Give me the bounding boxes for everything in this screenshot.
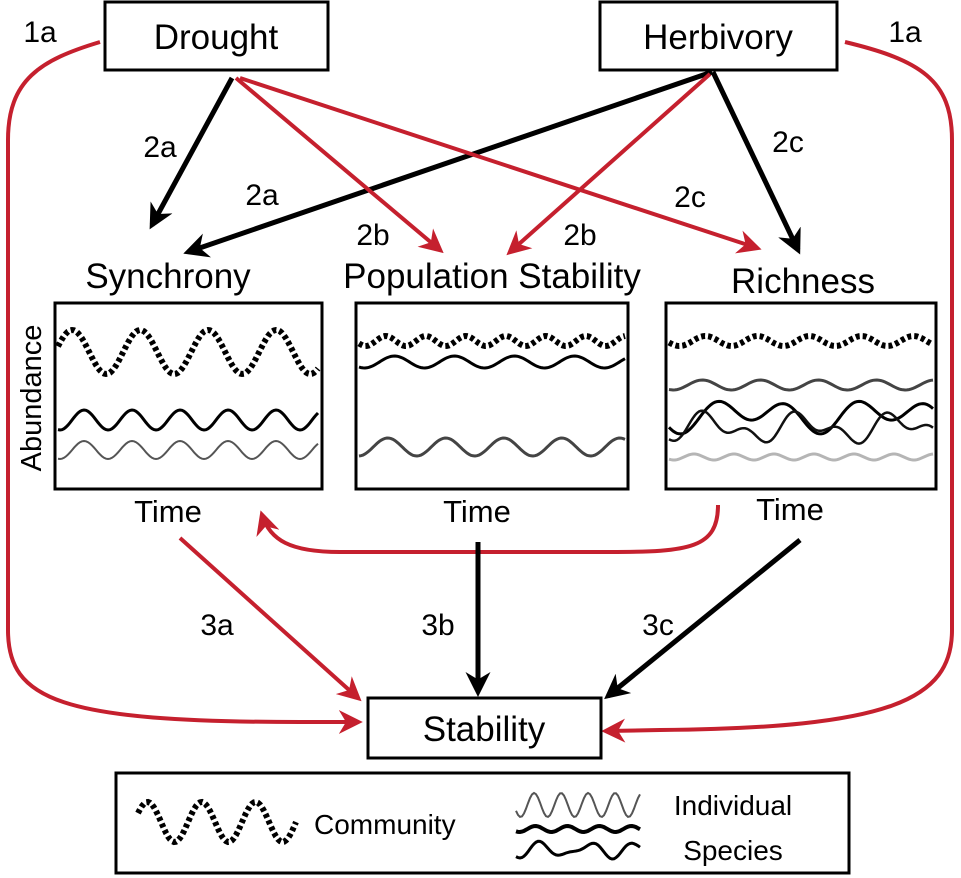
richness-to-synchrony-arrow [256,504,720,554]
path-2a-drought-arrow [149,76,235,230]
time-label-richness: Time [756,492,824,527]
path-label-1a-left: 1a [23,16,57,49]
path-2b-herbivory-arrow [506,72,712,256]
path-2c-herbivory-arrow [710,70,801,255]
path-2c-drought-arrow [239,76,762,254]
richness-species-line [668,378,934,392]
legend-species-line [515,791,641,819]
legend-species-label: Species [683,835,783,866]
synchrony-panel [53,301,324,491]
path-2b-drought-arrow [234,76,444,254]
synchrony-species-line [57,439,319,461]
legend-species-line [515,823,641,835]
path-1a-right-arrow [601,40,954,743]
path-label-2c-drought: 2c [674,181,706,214]
time-label-population: Time [443,494,511,529]
time-label-synchrony: Time [134,494,202,529]
path-label-2a-drought: 2a [143,131,177,164]
legend-species-line [515,839,641,861]
richness-heading: Richness [731,262,875,301]
synchrony-community-line [55,326,321,378]
synchrony-species-line [57,408,320,432]
population-community-line [357,332,626,350]
legend-community-label: Community [314,809,456,840]
population-species-line [358,436,626,458]
synchrony-heading: Synchrony [85,257,251,296]
stability-box [366,696,603,760]
path-label-2b-drought: 2b [356,219,389,252]
path-3a-arrow [178,536,362,702]
drought-box [103,0,330,72]
abundance-axis-label: Abundance [16,325,48,472]
path-3c-arrow [604,538,802,700]
legend-community-line [135,798,299,846]
legend-box [114,771,851,875]
richness-species-line [668,452,934,462]
drought-label: Drought [154,18,279,57]
path-label-1a-right: 1a [888,16,922,49]
richness-species-line [668,409,934,445]
stability-label: Stability [423,710,546,749]
richness-panel [664,301,938,491]
population-stability-panel [354,301,630,491]
legend-individual-label: Individual [674,790,792,821]
richness-species-line [667,399,934,436]
population-stability-heading: Population Stability [343,257,641,296]
herbivory-box [598,0,839,72]
path-label-3a: 3a [200,609,234,642]
path-label-2b-herbivory: 2b [563,219,596,252]
path-1a-left-arrow [6,40,363,734]
richness-community-line [667,332,935,350]
population-species-line [358,354,626,370]
herbivory-label: Herbivory [643,18,793,57]
path-label-2a-herbivory: 2a [245,179,279,212]
path-2a-herbivory-arrow [183,69,713,258]
path-label-2c-herbivory: 2c [772,126,804,159]
path-label-3c: 3c [642,609,674,642]
path-label-3b: 3b [421,609,454,642]
